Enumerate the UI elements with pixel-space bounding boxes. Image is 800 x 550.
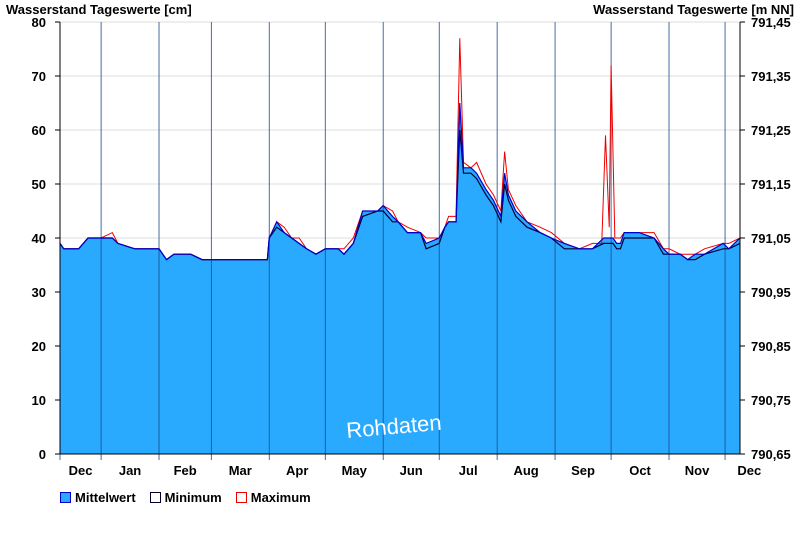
x-tick-label-3: Mar: [229, 463, 252, 478]
y2-tick-label-3: 790,95: [751, 285, 791, 300]
x-tick-label-11: Nov: [685, 463, 710, 478]
legend-item-maximum: Maximum: [235, 490, 311, 505]
x-tick-label-10: Oct: [629, 463, 651, 478]
x-tick-label-1: Jan: [119, 463, 141, 478]
y-tick-label-2: 20: [32, 339, 46, 354]
y2-tick-label-5: 791,15: [751, 177, 791, 192]
y2-tick-label-2: 790,85: [751, 339, 791, 354]
legend-label-minimum: Minimum: [164, 490, 222, 505]
x-tick-label-0: Dec: [69, 463, 93, 478]
x-tick-label-4: Apr: [286, 463, 308, 478]
y-tick-label-4: 40: [32, 231, 46, 246]
y2-tick-label-6: 791,25: [751, 123, 791, 138]
y2-tick-label-7: 791,35: [751, 69, 791, 84]
y-tick-label-0: 0: [39, 447, 46, 462]
legend-item-mittelwert: Mittelwert: [60, 490, 136, 505]
x-tick-label-12: Dec: [737, 463, 761, 478]
y2-tick-label-1: 790,75: [751, 393, 791, 408]
x-tick-label-6: Jun: [400, 463, 423, 478]
y2-tick-label-8: 791,45: [751, 15, 791, 30]
x-tick-label-5: May: [342, 463, 368, 478]
legend-item-minimum: Minimum: [149, 490, 222, 505]
y-tick-label-5: 50: [32, 177, 46, 192]
y-tick-label-3: 30: [32, 285, 46, 300]
x-tick-label-2: Feb: [174, 463, 197, 478]
legend-label-maximum: Maximum: [250, 490, 311, 505]
legend-swatch-mittelwert: [60, 492, 71, 503]
series-area-mittelwert: [60, 103, 740, 454]
x-tick-label-7: Jul: [459, 463, 478, 478]
legend: Mittelwert Minimum Maximum: [60, 490, 311, 505]
y-tick-label-6: 60: [32, 123, 46, 138]
y-tick-label-7: 70: [32, 69, 46, 84]
y-tick-label-1: 10: [32, 393, 46, 408]
y-tick-label-8: 80: [32, 15, 46, 30]
y2-tick-label-0: 790,65: [751, 447, 791, 462]
legend-label-mittelwert: Mittelwert: [75, 490, 136, 505]
x-tick-label-9: Sep: [571, 463, 595, 478]
right-axis-title: Wasserstand Tageswerte [m NN]: [593, 2, 794, 17]
y2-tick-label-4: 791,05: [751, 231, 791, 246]
x-tick-label-8: Aug: [513, 463, 538, 478]
legend-swatch-maximum: [235, 492, 247, 503]
legend-swatch-minimum: [149, 492, 161, 503]
series-line-mittelwert: [59, 102, 741, 261]
left-axis-title: Wasserstand Tageswerte [cm]: [6, 2, 192, 17]
